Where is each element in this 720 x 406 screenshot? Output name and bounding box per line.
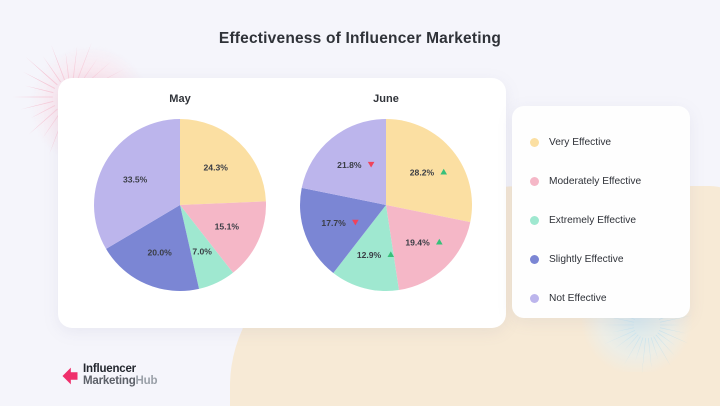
pie-slice[interactable]	[106, 205, 200, 291]
pie-slice[interactable]	[94, 119, 180, 249]
pie-title-may: May	[169, 93, 191, 105]
logo-marketing-text: Marketing	[83, 375, 136, 387]
pie-slice-label: 19.4%	[405, 237, 430, 247]
pie-slice[interactable]	[386, 205, 471, 291]
pie-slice-label: 15.1%	[215, 222, 240, 232]
logo-arrow-icon	[62, 367, 78, 385]
trend-down-icon	[367, 161, 375, 168]
pie-slice-label: 7.0%	[192, 247, 212, 257]
legend-item[interactable]: Very Effective	[530, 124, 680, 160]
trend-down-icon	[352, 219, 359, 226]
pie-slice[interactable]	[301, 119, 386, 205]
pie-slice-label: 28.2%	[410, 167, 435, 177]
logo-hub-text: Hub	[135, 375, 158, 387]
influencer-marketing-hub-logo: Influencer MarketingHub	[60, 364, 157, 388]
pie-canvas-june: 28.2% 19.4% 12.9% 17.7% 21.8%	[293, 112, 479, 298]
pie-slice[interactable]	[333, 205, 399, 291]
legend-item-label: Extremely Effective	[549, 214, 637, 226]
trend-up-icon	[440, 168, 448, 175]
legend-item[interactable]: Moderately Effective	[530, 163, 680, 199]
legend-color-swatch	[530, 137, 539, 147]
legend-card: Very Effective Moderately Effective Extrem…	[512, 106, 690, 318]
pie-slice[interactable]	[180, 205, 233, 289]
pie-canvas-may: 24.3% 15.1% 7.0% 20.0% 33.5%	[87, 112, 273, 298]
legend-list: Very Effective Moderately Effective Extrem…	[530, 124, 680, 319]
page-title: Effectiveness of Influencer Marketing	[218, 30, 502, 47]
pie-svg-may: 24.3% 15.1% 7.0% 20.0% 33.5%	[94, 119, 266, 291]
pie-title-june: June	[373, 93, 399, 105]
logo-wordmark: Influencer MarketingHub	[83, 364, 157, 387]
legend-color-swatch	[530, 293, 539, 303]
legend-item-label: Slightly Effective	[549, 253, 624, 265]
legend-color-swatch	[530, 254, 539, 264]
logo-line-influencer: Influencer	[83, 363, 136, 376]
legend-item-label: Moderately Effective	[549, 175, 642, 187]
legend-color-swatch	[530, 176, 539, 186]
pie-slice-label: 24.3%	[204, 163, 229, 173]
legend-item[interactable]: Not Effective	[530, 280, 680, 316]
pie-slice-label: 33.5%	[123, 174, 148, 184]
trend-up-icon	[436, 238, 443, 245]
pie-slice[interactable]	[180, 119, 266, 205]
pie-slice-label: 20.0%	[147, 247, 172, 257]
trend-up-icon	[387, 251, 395, 258]
pie-slice-label: 12.9%	[357, 250, 382, 260]
legend-item[interactable]: Extremely Effective	[530, 202, 680, 238]
pie-slice[interactable]	[386, 119, 472, 223]
pie-slice[interactable]	[300, 187, 386, 273]
pie-chart-june: June 28.2% 19.4% 12.9% 17.7% 21.8%	[286, 92, 486, 318]
pie-chart-may: May 24.3% 15.1% 7.0% 20.0% 33.5%	[80, 92, 280, 318]
legend-item-label: Not Effective	[549, 292, 607, 304]
logo-line-marketinghub: MarketingHub	[83, 375, 158, 388]
pie-svg-june: 28.2% 19.4% 12.9% 17.7% 21.8%	[300, 119, 472, 291]
legend-color-swatch	[530, 215, 539, 225]
legend-item[interactable]: Slightly Effective	[530, 241, 680, 277]
pie-slice[interactable]	[180, 201, 266, 273]
pie-slice-label: 21.8%	[337, 160, 362, 170]
legend-item-label: Very Effective	[549, 136, 612, 148]
pie-slice-label: 17.7%	[321, 218, 346, 228]
charts-card: May 24.3% 15.1% 7.0% 20.0% 33.5% June 28.2% 1…	[58, 78, 506, 328]
